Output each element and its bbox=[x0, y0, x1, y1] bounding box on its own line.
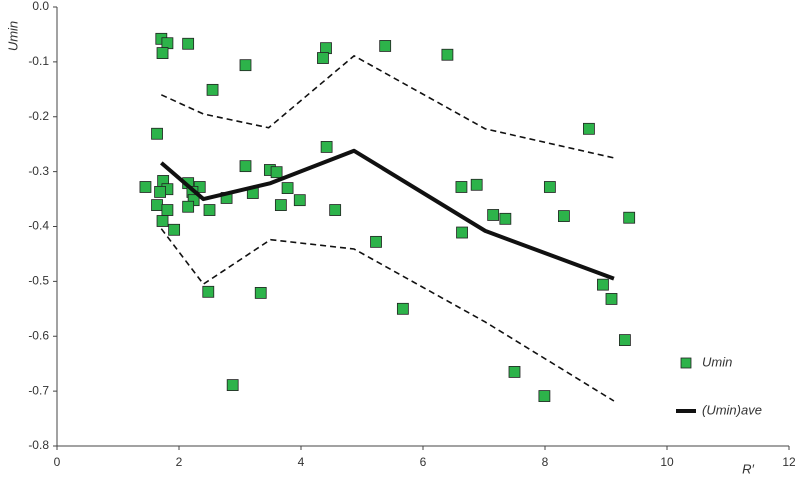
point bbox=[329, 204, 342, 216]
point bbox=[619, 334, 631, 346]
y-tick-label: -0.7 bbox=[28, 383, 49, 397]
y-tick-label: -0.5 bbox=[28, 274, 49, 288]
point bbox=[370, 235, 382, 248]
x-tick-label: 4 bbox=[298, 455, 305, 469]
point bbox=[317, 52, 329, 64]
y-tick-label: -0.2 bbox=[28, 109, 49, 123]
point bbox=[558, 210, 570, 222]
point bbox=[499, 212, 512, 225]
point bbox=[293, 194, 306, 207]
y-tick-label: -0.3 bbox=[28, 164, 49, 178]
point bbox=[156, 215, 169, 227]
point bbox=[623, 211, 636, 224]
point bbox=[597, 278, 609, 291]
point bbox=[239, 59, 252, 72]
point bbox=[605, 293, 618, 305]
x-tick-label: 0 bbox=[54, 455, 61, 469]
point bbox=[543, 181, 556, 193]
point bbox=[508, 366, 521, 378]
point bbox=[168, 223, 181, 236]
point bbox=[203, 204, 216, 216]
point bbox=[151, 127, 163, 140]
y-tick-label: 0.0 bbox=[32, 0, 49, 13]
legend-swatch bbox=[680, 357, 692, 369]
point bbox=[161, 37, 174, 50]
point bbox=[583, 122, 595, 135]
mean-line bbox=[160, 148, 615, 281]
x-tick-label: 8 bbox=[542, 455, 549, 469]
point bbox=[270, 166, 283, 179]
point bbox=[139, 181, 152, 193]
point bbox=[441, 48, 454, 61]
point bbox=[396, 302, 409, 315]
point bbox=[254, 286, 267, 299]
point bbox=[161, 204, 174, 216]
x-tick-label: 2 bbox=[176, 455, 183, 469]
x-tick-label: 12 bbox=[782, 455, 795, 469]
point bbox=[156, 47, 169, 59]
point bbox=[456, 226, 468, 239]
point bbox=[320, 42, 332, 55]
x-tick-label: 6 bbox=[420, 455, 427, 469]
legend-label: (Umin)ave bbox=[702, 402, 762, 417]
point bbox=[202, 285, 215, 298]
point bbox=[154, 186, 166, 198]
point bbox=[538, 390, 551, 402]
legend-label: Umin bbox=[702, 354, 732, 369]
point bbox=[379, 40, 392, 52]
point bbox=[239, 160, 252, 173]
y-tick-label: -0.1 bbox=[28, 54, 49, 68]
point bbox=[274, 199, 287, 211]
y-tick-label: -0.8 bbox=[28, 438, 49, 452]
point bbox=[470, 178, 483, 191]
x-tick-label: 10 bbox=[660, 455, 674, 469]
point bbox=[487, 209, 500, 221]
band-line bbox=[160, 228, 615, 402]
y-axis-label: Umin bbox=[5, 21, 20, 51]
point bbox=[182, 200, 195, 213]
point bbox=[151, 199, 163, 211]
y-tick-label: -0.6 bbox=[28, 328, 49, 342]
point bbox=[455, 181, 468, 193]
x-axis-label: R′ bbox=[742, 461, 754, 476]
point bbox=[281, 182, 294, 194]
y-tick-label: -0.4 bbox=[28, 219, 49, 233]
point bbox=[182, 37, 195, 50]
band-line bbox=[160, 54, 615, 159]
point bbox=[226, 379, 239, 391]
point bbox=[206, 83, 219, 96]
point bbox=[320, 141, 333, 153]
